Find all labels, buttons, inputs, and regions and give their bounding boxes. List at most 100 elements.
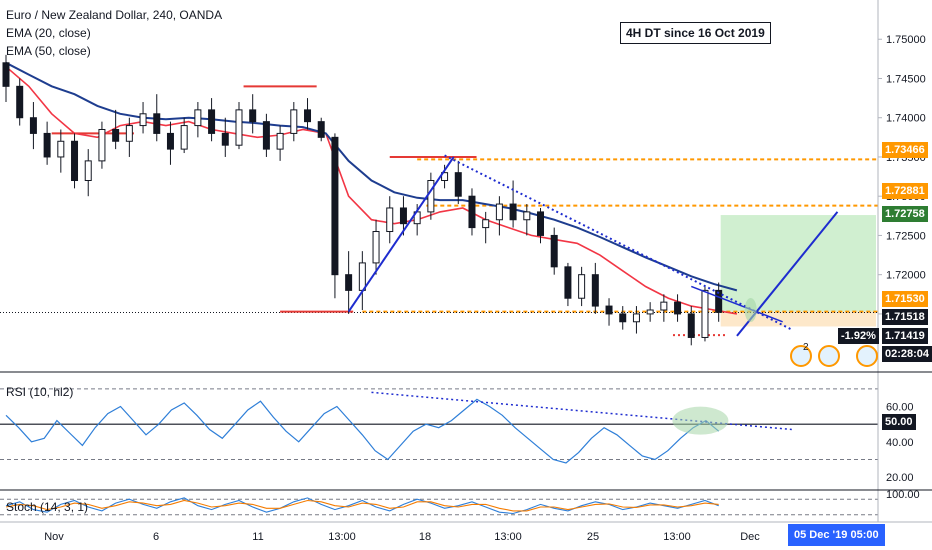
event-icon[interactable] xyxy=(818,345,840,367)
stoch-k-line xyxy=(5,497,719,515)
price-tag: 1.72881 xyxy=(882,183,928,199)
x-tick-label: 13:00 xyxy=(663,531,691,543)
candle-body xyxy=(591,274,599,307)
price-tag: 1.71419 xyxy=(882,328,928,344)
candle-body xyxy=(221,132,229,146)
stop-zone xyxy=(720,311,876,327)
horizontal-levels xyxy=(0,85,878,337)
candle-body xyxy=(578,274,586,299)
candle-body xyxy=(495,203,503,221)
candle-body xyxy=(454,172,462,197)
rsi-pane: 60.0050.00 40.00 20.00 xyxy=(0,388,914,484)
candle-body xyxy=(304,109,312,123)
rsi-tick-label: 20.00 xyxy=(886,472,914,484)
x-tick-label: 6 xyxy=(153,531,159,543)
candle-body xyxy=(687,313,695,338)
candle-body xyxy=(2,62,10,87)
candle-body xyxy=(43,132,51,158)
event-icon[interactable] xyxy=(790,345,812,367)
rsi-tick-label: 40.00 xyxy=(886,437,914,449)
price-tag: 1.71530 xyxy=(882,291,928,307)
candle-body xyxy=(619,313,627,323)
stoch-d-line xyxy=(5,499,719,512)
price-tag: 1.71518 xyxy=(882,309,928,325)
x-tick-label: Dec xyxy=(740,531,760,543)
candle-body xyxy=(276,132,284,150)
candle-body xyxy=(399,207,407,225)
symbol-title: Euro / New Zealand Dollar, 240, OANDA xyxy=(6,8,223,22)
x-tick-label: 11 xyxy=(252,531,263,543)
x-tick-label: 13:00 xyxy=(328,531,356,543)
impulse-trendline xyxy=(347,156,455,313)
legend: Euro / New Zealand Dollar, 240, OANDA EM… xyxy=(6,6,222,60)
candle-body xyxy=(523,211,531,221)
candle-body xyxy=(139,113,147,127)
annotation-box[interactable]: 4H DT since 16 Oct 2019 xyxy=(620,22,771,44)
candle-body xyxy=(235,109,243,146)
x-tick-label: Nov xyxy=(44,531,64,543)
candle-body xyxy=(194,109,202,127)
stoch-tick-label: 100.00 xyxy=(886,489,920,501)
candle-body xyxy=(537,211,545,236)
candles xyxy=(2,54,723,346)
ema20-line xyxy=(5,66,738,315)
candle-body xyxy=(372,231,380,264)
candle-body xyxy=(180,125,188,150)
candle-body xyxy=(427,180,435,213)
candle-body xyxy=(331,136,339,276)
candle-body xyxy=(482,219,490,229)
candle-body xyxy=(674,301,682,315)
candle-body xyxy=(386,207,394,233)
candle-body xyxy=(646,309,654,315)
y-tick-label: 1.74000 xyxy=(886,113,926,125)
price-tag: 1.73466 xyxy=(882,142,928,158)
candle-body xyxy=(112,128,120,142)
ema20-legend: EMA (20, close) xyxy=(6,26,91,40)
ema50-line xyxy=(5,61,738,292)
candle-body xyxy=(57,140,65,158)
stoch-label: Stoch (14, 3, 1) xyxy=(6,500,89,514)
x-tick-label: 13:00 xyxy=(494,531,522,543)
candle-body xyxy=(715,289,723,313)
candle-body xyxy=(468,195,476,229)
candle-body xyxy=(550,234,558,268)
y-tick-label: 1.72500 xyxy=(886,230,926,242)
candle-body xyxy=(125,125,133,142)
highlight-ellipse xyxy=(744,298,757,322)
ema50-legend: EMA (50, close) xyxy=(6,44,91,58)
candle-body xyxy=(632,313,640,323)
candle-body xyxy=(317,121,325,138)
rsi-value-tag: 50.00 xyxy=(882,414,916,430)
candle-body xyxy=(166,132,174,150)
candle-body xyxy=(290,109,298,134)
event-icon[interactable] xyxy=(856,345,878,367)
candle-body xyxy=(71,140,79,182)
price-tag: 02:28:04 xyxy=(882,346,932,362)
candle-body xyxy=(262,121,270,150)
y-tick-label: 1.72000 xyxy=(886,270,926,282)
rsi-highlight-ellipse xyxy=(672,406,729,435)
candle-body xyxy=(701,289,709,338)
stoch-pane: 100.00 xyxy=(0,489,920,516)
y-tick-label: 1.75000 xyxy=(886,34,926,46)
event-badge-count: 2 xyxy=(803,342,809,353)
cursor-date: 05 Dec '19 xyxy=(794,529,848,541)
candle-body xyxy=(345,274,353,291)
candle-body xyxy=(153,113,161,134)
candle-body xyxy=(98,128,106,162)
rsi-line xyxy=(5,398,720,464)
change-percent-tag: -1.92% xyxy=(838,328,879,344)
x-tick-label: 18 xyxy=(419,531,431,543)
ema-lines xyxy=(5,61,738,315)
candle-body xyxy=(16,85,24,119)
price-tag: 1.72758 xyxy=(882,206,928,222)
cursor-time: 05:00 xyxy=(850,529,879,541)
candle-body xyxy=(208,109,216,134)
y-tick-label: 1.74500 xyxy=(886,73,926,85)
candle-body xyxy=(660,301,668,311)
cursor-date-tag: 05 Dec '19 05:00 xyxy=(788,524,885,546)
candle-body xyxy=(358,262,366,291)
candle-body xyxy=(605,305,613,315)
